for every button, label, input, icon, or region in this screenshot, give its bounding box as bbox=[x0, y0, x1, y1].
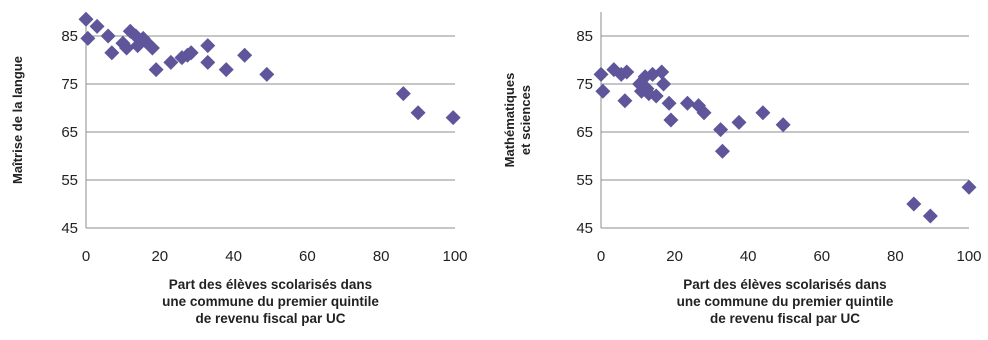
y-axis-label: Maîtrise de la langue bbox=[10, 56, 25, 184]
x-tick-label: 60 bbox=[813, 248, 830, 265]
chart-1: 45 55 65 75 85 0 20 40 60 80 100 Part des élèves sc… bbox=[10, 11, 468, 326]
data-point-diamond bbox=[237, 47, 253, 63]
data-point-diamond bbox=[144, 40, 160, 56]
x-tick-label: 20 bbox=[666, 248, 683, 265]
y-tick-label: 55 bbox=[61, 172, 78, 189]
x-tick-label: 20 bbox=[151, 248, 168, 265]
y-tick-label: 65 bbox=[576, 124, 593, 141]
x-tick-label: 0 bbox=[597, 248, 605, 265]
x-axis-label: Part des élèves scolarisés dans bbox=[169, 277, 372, 292]
data-point-diamond bbox=[80, 30, 96, 46]
x-tick-label: 80 bbox=[887, 248, 904, 265]
x-axis-label: de revenu fiscal par UC bbox=[710, 311, 860, 326]
data-point-diamond bbox=[163, 54, 179, 70]
data-point-diamond bbox=[104, 45, 120, 61]
y-tick-label: 85 bbox=[576, 28, 593, 45]
data-point-diamond bbox=[656, 76, 672, 92]
data-point-diamond bbox=[89, 18, 105, 34]
data-point-diamond bbox=[961, 179, 977, 195]
x-tick-label: 60 bbox=[299, 248, 316, 265]
data-point-diamond bbox=[445, 110, 461, 126]
y-tick-label: 45 bbox=[576, 220, 593, 237]
y-tick-label: 65 bbox=[61, 124, 78, 141]
data-point-diamond bbox=[595, 83, 611, 99]
data-point-diamond bbox=[775, 117, 791, 133]
chart-2: 45 55 65 75 85 0 20 40 60 80 100 Part des élèves sc… bbox=[502, 12, 982, 326]
data-point-diamond bbox=[593, 66, 609, 82]
data-point-diamond bbox=[661, 95, 677, 111]
data-point-diamond bbox=[395, 86, 411, 102]
y-tick-label: 85 bbox=[61, 28, 78, 45]
x-tick-label: 100 bbox=[442, 248, 467, 265]
y-tick-label: 55 bbox=[576, 172, 593, 189]
y-tick-label: 45 bbox=[61, 220, 78, 237]
data-point-diamond bbox=[663, 112, 679, 128]
data-point-diamond bbox=[410, 105, 426, 121]
data-point-diamond bbox=[714, 143, 730, 159]
data-point-diamond bbox=[713, 122, 729, 138]
data-point-diamond bbox=[119, 40, 135, 56]
x-tick-label: 80 bbox=[373, 248, 390, 265]
x-axis-label: Part des élèves scolarisés dans bbox=[683, 277, 886, 292]
x-tick-label: 0 bbox=[82, 248, 90, 265]
data-point-diamond bbox=[100, 28, 116, 44]
y-tick-label: 75 bbox=[576, 76, 593, 93]
data-point-diamond bbox=[148, 62, 164, 78]
x-tick-label: 100 bbox=[956, 248, 981, 265]
x-axis-label: de revenu fiscal par UC bbox=[195, 311, 345, 326]
data-point-diamond bbox=[619, 64, 635, 80]
y-tick-label: 75 bbox=[61, 76, 78, 93]
data-point-diamond bbox=[183, 45, 199, 61]
data-point-diamond bbox=[259, 66, 275, 82]
data-point-diamond bbox=[922, 208, 938, 224]
data-point-diamond bbox=[906, 196, 922, 212]
data-point-diamond bbox=[731, 114, 747, 130]
data-point-diamond bbox=[617, 93, 633, 109]
data-point-diamond bbox=[218, 62, 234, 78]
data-point-diamond bbox=[654, 64, 670, 80]
data-point-diamond bbox=[755, 105, 771, 121]
x-tick-label: 40 bbox=[740, 248, 757, 265]
data-point-diamond bbox=[200, 54, 216, 70]
data-point-diamond bbox=[679, 95, 695, 111]
x-tick-label: 40 bbox=[225, 248, 242, 265]
data-point-diamond bbox=[648, 88, 664, 104]
x-axis-label: une commune du premier quintile bbox=[677, 294, 894, 309]
data-point-diamond bbox=[696, 105, 712, 121]
y-axis-label: Mathématiques bbox=[502, 73, 517, 168]
data-point-diamond bbox=[78, 11, 94, 27]
data-point-diamond bbox=[200, 38, 216, 54]
x-axis-label: une commune du premier quintile bbox=[162, 294, 379, 309]
y-axis-label: et sciences bbox=[518, 85, 533, 155]
